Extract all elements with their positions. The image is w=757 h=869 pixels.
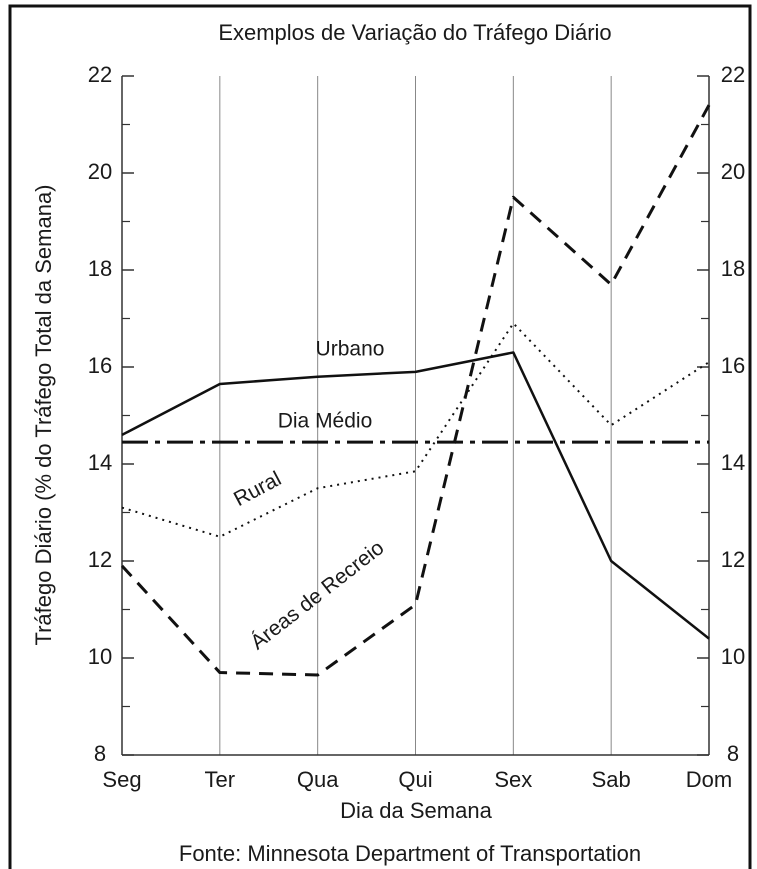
- series-label: Urbano: [316, 338, 385, 361]
- y-tick-label: 10: [88, 644, 112, 669]
- x-tick-label: Sex: [494, 767, 532, 792]
- x-tick-label: Sab: [592, 767, 631, 792]
- x-tick-label: Seg: [102, 767, 141, 792]
- y-axis-label: Tráfego Diário (% do Tráfego Total da Se…: [31, 184, 56, 645]
- y-tick-label: 18: [88, 256, 112, 281]
- y2-tick-label: 20: [721, 159, 745, 184]
- chart-title: Exemplos de Variação do Tráfego Diário: [218, 20, 611, 45]
- x-axis-label: Dia da Semana: [340, 798, 492, 823]
- series-line: [121, 351, 710, 640]
- source: Fonte: Minnesota Department of Transport…: [179, 841, 641, 866]
- y2-tick-label: 22: [721, 62, 745, 87]
- series-line: [120, 104, 711, 677]
- series-label: Dia Médio: [278, 410, 373, 433]
- y-tick-label: 16: [88, 353, 112, 378]
- y2-tick-label: 14: [721, 450, 745, 475]
- x-tick-label: Qui: [398, 767, 432, 792]
- x-tick-label: Ter: [205, 767, 236, 792]
- series-label: Rural: [230, 467, 285, 511]
- y2-tick-label: 8: [727, 741, 739, 766]
- y2-tick-label: 18: [721, 256, 745, 281]
- x-tick-label: Qua: [297, 767, 339, 792]
- y2-tick-label: 10: [721, 644, 745, 669]
- y-tick-label: 14: [88, 450, 112, 475]
- y2-tick-label: 16: [721, 353, 745, 378]
- y-tick-label: 20: [88, 159, 112, 184]
- y-tick-label: 12: [88, 547, 112, 572]
- y-tick-label: 22: [88, 62, 112, 87]
- frame: [8, 4, 752, 869]
- x-tick-label: Dom: [686, 767, 732, 792]
- y2-tick-label: 12: [721, 547, 745, 572]
- y-tick-label: 8: [94, 741, 106, 766]
